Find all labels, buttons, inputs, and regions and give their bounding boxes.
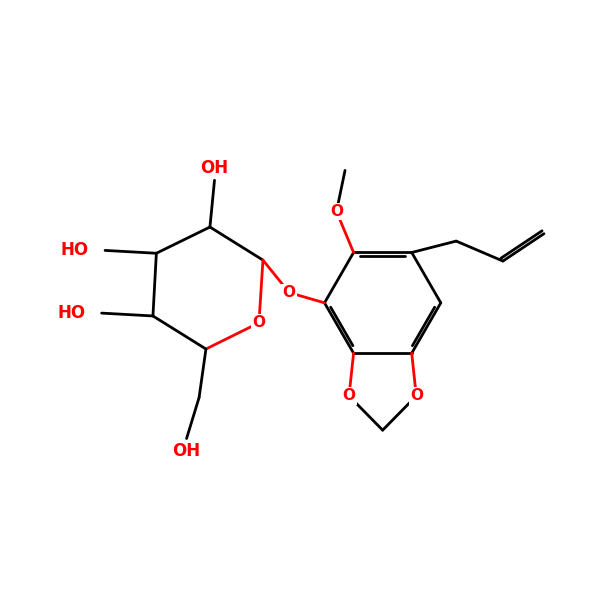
Text: O: O	[283, 285, 296, 300]
Text: HO: HO	[61, 241, 89, 259]
Text: O: O	[253, 316, 265, 330]
Text: HO: HO	[58, 304, 86, 322]
Text: OH: OH	[200, 159, 229, 177]
Text: O: O	[410, 388, 423, 403]
Text: O: O	[343, 388, 356, 403]
Text: O: O	[330, 204, 343, 219]
Text: OH: OH	[173, 442, 200, 460]
